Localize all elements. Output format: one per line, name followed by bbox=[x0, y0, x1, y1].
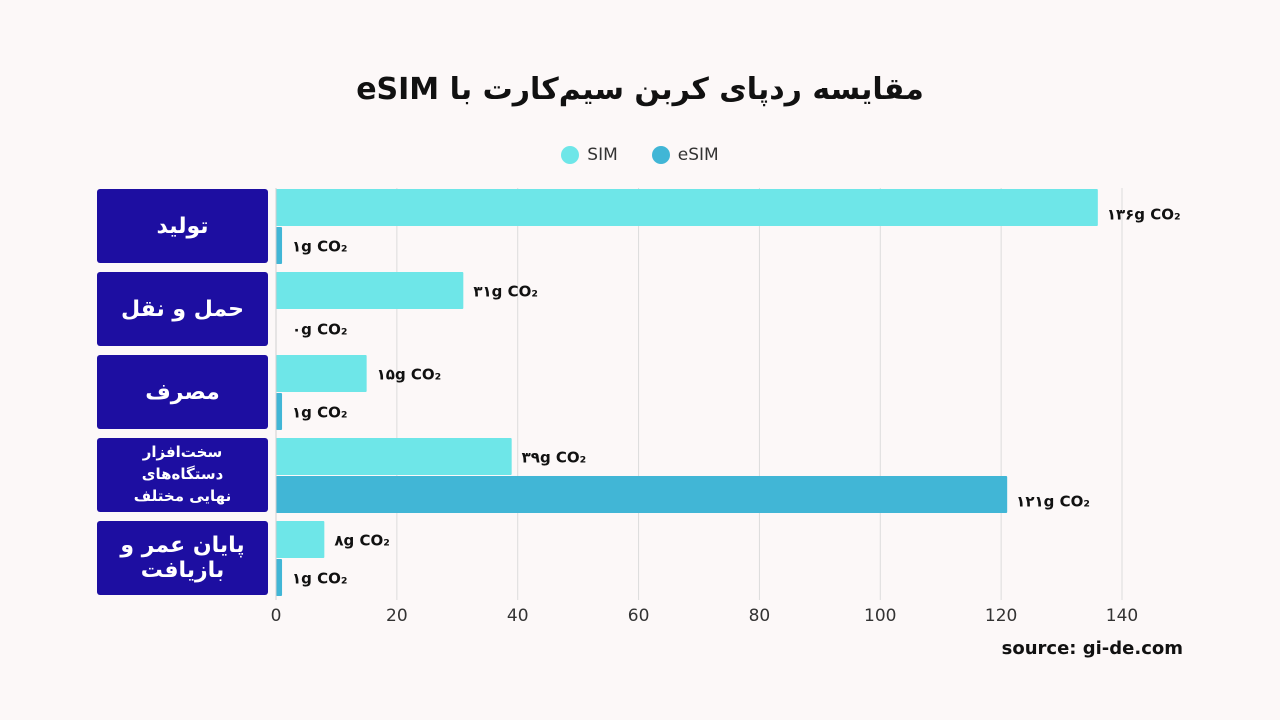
category-label-line: تولید bbox=[156, 213, 209, 239]
category-label: حمل و نقل bbox=[97, 272, 268, 346]
category-label-text: پایان عمر و بازیافت bbox=[103, 533, 262, 583]
legend-item-esim: eSIM bbox=[651, 145, 719, 165]
x-tick-label: 140 bbox=[1106, 606, 1138, 626]
bar-sim bbox=[276, 355, 367, 392]
data-label: ۱۵g CO₂ bbox=[377, 366, 442, 384]
bar-sim bbox=[276, 189, 1098, 226]
legend-label-sim: SIM bbox=[587, 145, 618, 165]
legend-swatch-esim bbox=[651, 146, 670, 164]
x-tick-label: 100 bbox=[864, 606, 896, 626]
bar-esim bbox=[276, 476, 1008, 513]
bar-esim bbox=[276, 227, 283, 264]
chart-title: مقایسه ردپای کربن سیم‌کارت با eSIM bbox=[356, 72, 924, 107]
x-tick-label: 60 bbox=[628, 606, 650, 626]
data-label: ۱g CO₂ bbox=[292, 238, 347, 256]
legend-label-esim: eSIM bbox=[677, 145, 719, 165]
legend-item-sim: SIM bbox=[561, 145, 618, 165]
chart-legend: SIM eSIM bbox=[0, 145, 1280, 165]
category-label-line: مصرف bbox=[145, 379, 220, 405]
bar-esim bbox=[276, 559, 283, 596]
category-label: تولید bbox=[97, 189, 268, 263]
x-tick-label: 20 bbox=[386, 606, 408, 626]
bar-esim bbox=[276, 393, 283, 430]
x-tick-label: 0 bbox=[271, 606, 282, 626]
data-label: ۱۲۱g CO₂ bbox=[1016, 493, 1090, 511]
category-label: مصرف bbox=[97, 355, 268, 429]
x-tick-label: 80 bbox=[749, 606, 771, 626]
x-tick-label: 40 bbox=[507, 606, 529, 626]
data-label: ۸g CO₂ bbox=[334, 532, 389, 550]
category-label-line: پایان عمر و بازیافت bbox=[120, 533, 245, 583]
category-label-text: سخت‌افزار دستگاه‌های نهایی مختلف bbox=[103, 442, 262, 507]
data-label: ۱g CO₂ bbox=[292, 404, 347, 422]
category-label-text: مصرف bbox=[145, 380, 220, 405]
category-label-line: سخت‌افزار دستگاه‌های bbox=[141, 443, 224, 484]
data-label: ۰g CO₂ bbox=[292, 321, 347, 339]
data-label: ۱g CO₂ bbox=[292, 570, 347, 588]
category-label-line: نهایی مختلف bbox=[133, 486, 232, 505]
bar-sim bbox=[276, 521, 325, 558]
data-label: ۳۹g CO₂ bbox=[522, 449, 587, 467]
bar-sim bbox=[276, 272, 464, 309]
category-label-text: تولید bbox=[157, 214, 209, 239]
data-label: ۱۳۶g CO₂ bbox=[1107, 206, 1181, 224]
bar-sim bbox=[276, 438, 512, 475]
category-label-line: حمل و نقل bbox=[121, 296, 244, 322]
category-label-text: حمل و نقل bbox=[121, 297, 244, 322]
category-label: پایان عمر و بازیافت bbox=[97, 521, 268, 595]
legend-swatch-sim bbox=[561, 146, 580, 164]
x-tick-label: 120 bbox=[985, 606, 1017, 626]
data-label: ۳۱g CO₂ bbox=[473, 283, 538, 301]
source-note: source: gi-de.com bbox=[1001, 638, 1183, 659]
category-label: سخت‌افزار دستگاه‌های نهایی مختلف bbox=[97, 438, 268, 512]
